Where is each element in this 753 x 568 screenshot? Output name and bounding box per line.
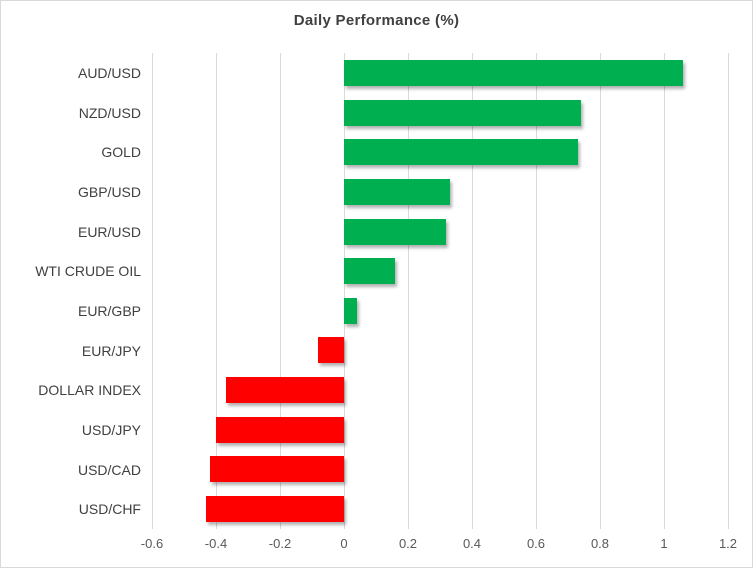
- x-tick-label--0p6: -0.6: [140, 536, 164, 551]
- x-tick-label-1p2: 1.2: [718, 536, 738, 551]
- gridline-x--0p2: [280, 53, 281, 529]
- category-label-gold: GOLD: [101, 144, 141, 160]
- category-label-eur-jpy: EUR/JPY: [81, 343, 141, 359]
- gridline-x--0p6: [152, 53, 153, 529]
- category-label-usd-chf: USD/CHF: [78, 501, 141, 517]
- category-label-wti-crude-oil: WTI CRUDE OIL: [35, 263, 141, 279]
- bar-eur-gbp: [344, 298, 357, 324]
- x-tick-label-0: 0: [340, 536, 348, 551]
- gridline-x-0: [344, 53, 345, 529]
- category-label-usd-cad: USD/CAD: [77, 462, 141, 478]
- chart-title: Daily Performance (%): [293, 12, 460, 29]
- category-label-eur-usd: EUR/USD: [77, 224, 141, 240]
- bar-dollar-index: [226, 377, 344, 403]
- x-tick-label-0p8: 0.8: [590, 536, 610, 551]
- gridline-x-0p6: [536, 53, 537, 529]
- x-tick-label-1: 1: [660, 536, 668, 551]
- gridline-x-1p2: [728, 53, 729, 529]
- bar-usd-jpy: [216, 417, 344, 443]
- bar-wti-crude-oil: [344, 258, 395, 284]
- plot-area: [152, 53, 729, 529]
- category-label-eur-gbp: EUR/GBP: [77, 303, 141, 319]
- gridline-x-0p4: [472, 53, 473, 529]
- category-label-gbp-usd: GBP/USD: [77, 184, 141, 200]
- gridline-x-1: [664, 53, 665, 529]
- bar-nzd-usd: [344, 100, 581, 126]
- x-tick-label-0p2: 0.2: [398, 536, 418, 551]
- bar-usd-chf: [206, 496, 344, 522]
- gridline-x-0p8: [600, 53, 601, 529]
- bar-eur-jpy: [318, 337, 344, 363]
- category-label-dollar-index: DOLLAR INDEX: [38, 382, 141, 398]
- category-label-nzd-usd: NZD/USD: [78, 105, 141, 121]
- bar-gbp-usd: [344, 179, 450, 205]
- x-tick-label--0p2: -0.2: [268, 536, 292, 551]
- bar-aud-usd: [344, 60, 683, 86]
- bar-usd-cad: [210, 456, 344, 482]
- category-label-aud-usd: AUD/USD: [77, 65, 141, 81]
- bar-gold: [344, 139, 578, 165]
- gridline-x--0p4: [216, 53, 217, 529]
- x-tick-label-0p4: 0.4: [462, 536, 482, 551]
- gridline-x-0p2: [408, 53, 409, 529]
- x-tick-label-0p6: 0.6: [526, 536, 546, 551]
- x-tick-label--0p4: -0.4: [204, 536, 228, 551]
- bar-eur-usd: [344, 219, 446, 245]
- category-label-usd-jpy: USD/JPY: [81, 422, 141, 438]
